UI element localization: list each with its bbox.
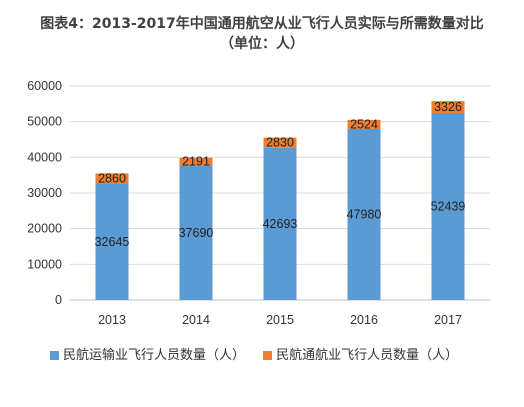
legend-label-series-2: 民航通航业飞行人员数量（人） bbox=[276, 348, 459, 363]
legend-label-series-1: 民航运输业飞行人员数量（人） bbox=[63, 348, 246, 363]
data-label-series1-2015: 42693 bbox=[263, 217, 298, 231]
bar-series2-2013 bbox=[95, 173, 129, 184]
legend-item-series-1: 民航运输业飞行人员数量（人） bbox=[50, 344, 245, 363]
bar-series1-2016 bbox=[347, 128, 381, 300]
chart-legend: 民航运输业飞行人员数量（人） 民航通航业飞行人员数量（人） bbox=[50, 344, 472, 363]
y-tick-label-60000: 60000 bbox=[27, 79, 62, 93]
y-tick-label-40000: 40000 bbox=[27, 150, 62, 164]
x-tick-label-2016: 2016 bbox=[350, 313, 378, 327]
bar-series1-2013 bbox=[95, 183, 129, 300]
chart-title-main: 图表4：2013-2017年中国通用航空从业飞行人员实际与所需数量对比 bbox=[40, 16, 484, 32]
chart-title: 图表4：2013-2017年中国通用航空从业飞行人员实际与所需数量对比 （单位：… bbox=[0, 14, 524, 54]
bar-series2-2016 bbox=[347, 119, 381, 129]
data-label-series2-2014: 2191 bbox=[182, 155, 210, 169]
data-label-series1-2013: 32645 bbox=[95, 235, 130, 249]
bar-series2-2014 bbox=[179, 157, 213, 166]
y-tick-label-20000: 20000 bbox=[27, 222, 62, 236]
bar-series1-2015 bbox=[263, 147, 297, 300]
bar-series1-2014 bbox=[179, 165, 213, 300]
data-label-series2-2015: 2830 bbox=[266, 136, 294, 150]
legend-item-series-2: 民航通航业飞行人员数量（人） bbox=[263, 344, 458, 363]
legend-swatch-series-1 bbox=[50, 351, 59, 360]
y-tick-label-30000: 30000 bbox=[27, 186, 62, 200]
x-tick-label-2014: 2014 bbox=[182, 313, 210, 327]
data-label-series2-2017: 3326 bbox=[434, 100, 462, 114]
y-tick-label-10000: 10000 bbox=[27, 257, 62, 271]
data-label-series2-2013: 2860 bbox=[98, 171, 126, 185]
x-tick-label-2013: 2013 bbox=[98, 313, 126, 327]
legend-swatch-series-2 bbox=[263, 351, 273, 360]
data-label-series2-2016: 2524 bbox=[350, 117, 378, 131]
y-tick-label-50000: 50000 bbox=[27, 115, 62, 129]
y-tick-label-0: 0 bbox=[55, 293, 62, 307]
x-tick-label-2015: 2015 bbox=[266, 313, 294, 327]
chart-subtitle: （单位：人） bbox=[220, 36, 304, 52]
data-label-series1-2017: 52439 bbox=[431, 199, 466, 213]
x-tick-label-2017: 2017 bbox=[434, 313, 462, 327]
bar-series1-2017 bbox=[431, 112, 465, 301]
data-label-series1-2016: 47980 bbox=[347, 207, 382, 221]
bar-series2-2015 bbox=[263, 137, 297, 148]
data-label-series1-2014: 37690 bbox=[179, 226, 214, 240]
bar-series2-2017 bbox=[431, 101, 465, 113]
